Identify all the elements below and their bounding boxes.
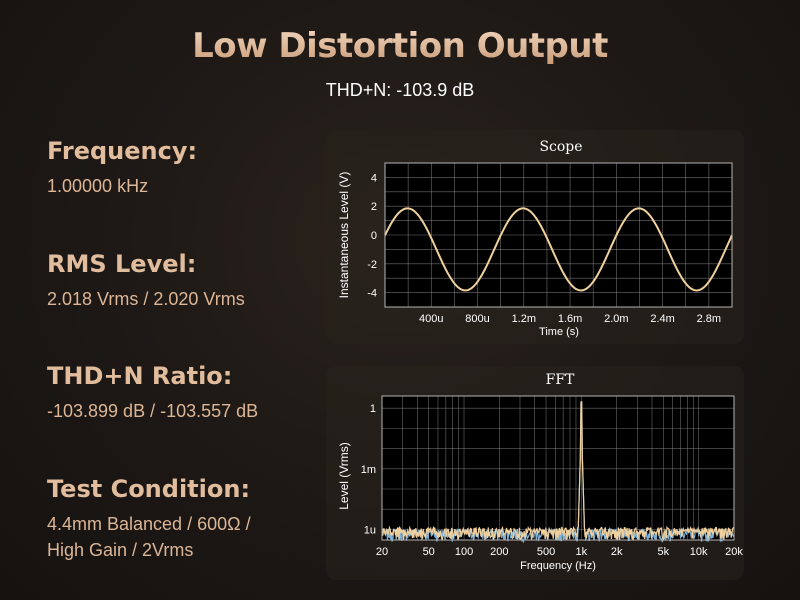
spec-thdn-ratio: THD+N Ratio: -103.899 dB / -103.557 dB <box>47 362 258 424</box>
scope-xlabel: Time (s) <box>539 326 579 338</box>
scope-y-tick-label: -4 <box>367 288 377 300</box>
scope-y-tick-label: 2 <box>371 201 377 213</box>
scope-x-tick-label: 2.0m <box>604 313 628 325</box>
scope-x-tick-label: 400u <box>419 313 443 325</box>
spec-value: 2.018 Vrms / 2.020 Vrms <box>47 289 245 309</box>
scope-plot-border <box>384 162 733 308</box>
fft-title: FFT <box>546 372 575 388</box>
fft-x-tick-label: 50 <box>423 546 435 558</box>
fft-plot-border <box>381 395 735 541</box>
fft-x-tick-label: 1k <box>576 546 588 558</box>
spec-value: 4.4mm Balanced / 600Ω / <box>47 514 251 534</box>
spec-frequency: Frequency: 1.00000 kHz <box>47 137 197 199</box>
scope-y-tick-label: 0 <box>371 230 377 242</box>
spec-label: THD+N Ratio: <box>47 362 233 390</box>
page-title: Low Distortion Output <box>0 26 800 66</box>
scope-title: Scope <box>539 139 582 155</box>
fft-xlabel: Frequency (Hz) <box>520 560 596 572</box>
thd-summary: THD+N: -103.9 dB <box>325 80 475 100</box>
fft-x-tick-label: 2k <box>611 546 623 558</box>
scope-panel: Scope 4 2 0 -2 -4 400u 800u 1.2m 1.6m 2.0m 2.4m 2.… <box>326 130 744 344</box>
fft-channel-1-trace <box>381 401 735 542</box>
spec-label: Test Condition: <box>47 475 251 503</box>
spec-test-condition: Test Condition: 4.4mm Balanced / 600Ω / … <box>47 475 251 563</box>
scope-x-tick-label: 2.8m <box>697 313 721 325</box>
spec-label: RMS Level: <box>47 250 197 278</box>
scope-ylabel: Instantaneous Level (V) <box>337 172 351 299</box>
fft-x-tick-label: 100 <box>455 546 473 558</box>
scope-x-tick-label: 2.4m <box>650 313 674 325</box>
fft-plot-area <box>382 396 734 540</box>
spec-rms-level: RMS Level: 2.018 Vrms / 2.020 Vrms <box>47 250 245 312</box>
spec-value: 1.00000 kHz <box>47 176 149 196</box>
fft-panel: FFT 1 1m 1u 20 50 100 200 500 1k 2k 5k 10k 20k Freq… <box>326 366 744 580</box>
fft-x-tick-label: 10k <box>690 546 708 558</box>
spec-value: -103.899 dB / -103.557 dB <box>47 401 259 421</box>
fft-y-tick-label: 1 <box>370 403 376 415</box>
fft-y-tick-label: 1m <box>361 464 376 476</box>
scope-x-tick-label: 1.2m <box>512 313 536 325</box>
fft-x-tick-label: 5k <box>658 546 670 558</box>
spec-label: Frequency: <box>47 137 198 165</box>
fft-x-tick-label: 20 <box>376 546 388 558</box>
scope-x-tick-label: 1.6m <box>558 313 582 325</box>
spec-value: High Gain / 2Vrms <box>47 540 194 560</box>
fft-ylabel: Level (Vrms) <box>337 442 351 510</box>
scope-y-tick-label: -2 <box>367 259 377 271</box>
fft-chart: FFT 1 1m 1u 20 50 100 200 500 1k 2k 5k 10k 20k Freq… <box>337 372 743 572</box>
fft-x-tick-label: 20k <box>725 546 743 558</box>
fft-y-tick-label: 1u <box>364 524 376 536</box>
scope-x-tick-label: 800u <box>465 313 489 325</box>
fft-x-tick-label: 500 <box>537 546 555 558</box>
scope-chart: Scope 4 2 0 -2 -4 400u 800u 1.2m 1.6m 2.0m 2.4m 2.… <box>337 139 733 338</box>
scope-y-tick-label: 4 <box>371 172 377 184</box>
fft-x-tick-label: 200 <box>490 546 508 558</box>
scope-waveform <box>384 207 733 292</box>
